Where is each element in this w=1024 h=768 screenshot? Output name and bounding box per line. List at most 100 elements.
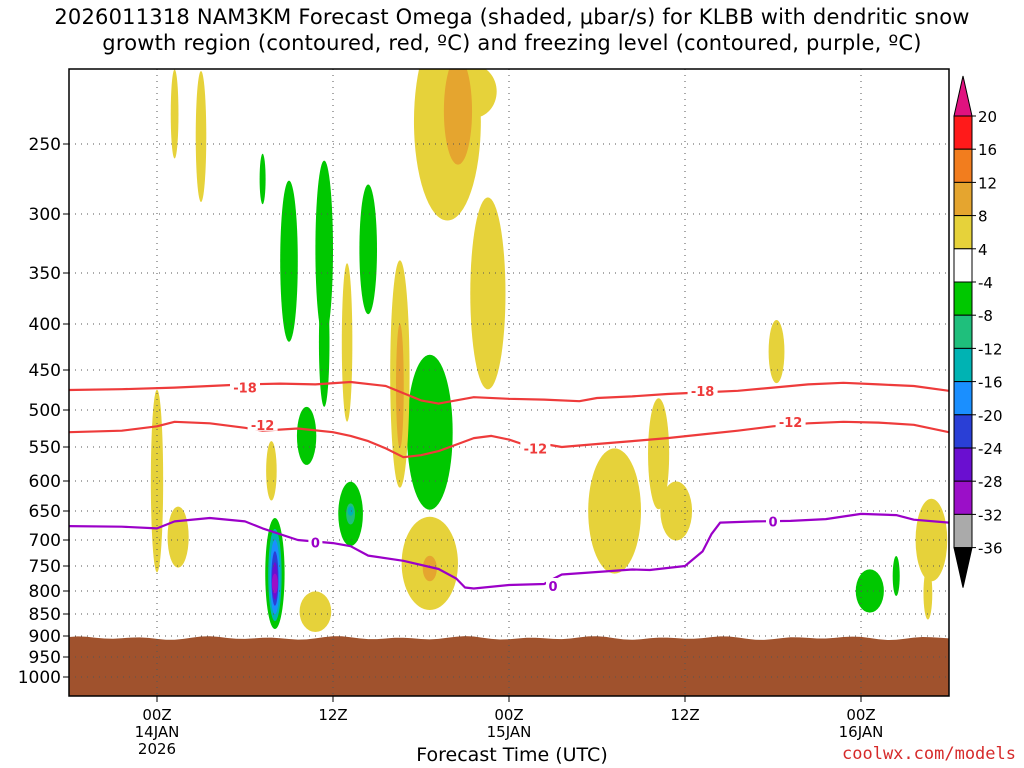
y-tick-label: 450 bbox=[29, 361, 61, 381]
omega-blob-downward-4-o bbox=[660, 481, 693, 541]
contour-label-bg bbox=[520, 440, 551, 455]
omega-blob-downward-4-b bbox=[195, 71, 207, 202]
chart-title-line-1: 2026011318 NAM3KM Forecast Omega (shaded… bbox=[54, 5, 970, 29]
contour-label-bg bbox=[308, 534, 323, 549]
colorbar-label: 4 bbox=[978, 241, 988, 259]
colorbar-swatch bbox=[953, 248, 973, 283]
y-tick-label: 550 bbox=[29, 438, 61, 458]
colorbar-label: -32 bbox=[978, 506, 1003, 524]
y-tick-label: 850 bbox=[29, 605, 61, 625]
x-tick-date: 16JAN bbox=[839, 723, 884, 741]
colorbar-label: -20 bbox=[978, 407, 1003, 425]
contour-label-bg bbox=[230, 379, 260, 394]
colorbar-label: -28 bbox=[978, 473, 1003, 491]
colorbar-label: -12 bbox=[978, 340, 1003, 358]
grid-lines bbox=[69, 69, 949, 696]
omega-blob-upward-4-d bbox=[318, 277, 330, 407]
x-tick-label: 00Z bbox=[494, 706, 523, 724]
y-tick-label: 700 bbox=[29, 531, 61, 551]
omega-blob-upward-12 bbox=[347, 506, 354, 516]
colorbar-label: -24 bbox=[978, 440, 1003, 458]
contour-label-freezing-level-0: 0 bbox=[548, 580, 557, 595]
y-tick-label: 1000 bbox=[18, 668, 61, 688]
contour-label-dgz-minus12: -12 bbox=[251, 419, 275, 434]
colorbar-swatch bbox=[953, 381, 973, 416]
omega-blob-downward-8-c bbox=[422, 555, 437, 582]
omega-blob-downward-4-r bbox=[923, 567, 933, 620]
source-credit[interactable]: coolwx.com/models bbox=[842, 744, 1016, 764]
colorbar-label: 20 bbox=[978, 108, 997, 126]
colorbar-top-arrow bbox=[953, 75, 973, 117]
y-tick-label: 250 bbox=[29, 135, 61, 155]
contour-label-freezing-level-0: 0 bbox=[768, 515, 777, 530]
omega-blob-upward-4-b bbox=[259, 153, 266, 205]
ground-layer bbox=[69, 636, 949, 696]
omega-blob-upward-28-core bbox=[271, 573, 278, 594]
colorbar-label: -8 bbox=[978, 307, 993, 325]
x-tick-date: 15JAN bbox=[487, 723, 532, 741]
colorbar-label: 8 bbox=[978, 208, 988, 226]
omega-blob-upward-4-f bbox=[296, 406, 317, 465]
y-tick-label: 900 bbox=[29, 627, 61, 647]
x-tick-year: 2026 bbox=[138, 740, 176, 758]
ground-below-surface bbox=[69, 636, 949, 696]
colorbar-swatch bbox=[953, 181, 973, 217]
y-tick-label: 950 bbox=[29, 648, 61, 668]
omega-shading bbox=[150, 69, 948, 632]
omega-blob-upward-4-i bbox=[855, 569, 884, 613]
omega-blob-upward-4-c bbox=[315, 160, 334, 339]
colorbar-label: -16 bbox=[978, 374, 1003, 392]
omega-blob-downward-4-a bbox=[170, 69, 179, 159]
colorbar-swatch bbox=[953, 314, 973, 349]
contour-label-bg bbox=[766, 513, 780, 528]
contour-label-dgz-minus12: -12 bbox=[779, 416, 803, 431]
colorbar-swatch bbox=[953, 414, 973, 449]
omega-blob-downward-8-b bbox=[396, 323, 404, 449]
omega-blob-downward-4-q bbox=[915, 498, 948, 582]
colorbar-swatch bbox=[953, 513, 973, 549]
y-tick-label: 750 bbox=[29, 557, 61, 577]
contour-label-bg bbox=[546, 578, 560, 592]
colorbar-label: 12 bbox=[978, 174, 997, 192]
colorbar-swatch bbox=[953, 447, 973, 482]
omega-blob-upward-4-h bbox=[406, 354, 453, 510]
y-tick-label: 350 bbox=[29, 264, 61, 284]
colorbar-swatch bbox=[953, 115, 973, 150]
colorbar-label: 16 bbox=[978, 141, 997, 159]
contour-label-dgz-minus12: -12 bbox=[524, 442, 548, 457]
colorbar-label: -4 bbox=[978, 274, 993, 292]
omega-blob-downward-4-m bbox=[588, 448, 641, 574]
colorbar-swatch bbox=[953, 480, 973, 515]
y-tick-label: 300 bbox=[29, 205, 61, 225]
contour-label-bg bbox=[687, 382, 718, 397]
y-tick-label: 400 bbox=[29, 315, 61, 335]
y-axis: 2503003504004505005506006507007508008509… bbox=[18, 135, 69, 688]
x-tick-date: 14JAN bbox=[135, 723, 180, 741]
omega-blob-upward-4-e bbox=[359, 184, 378, 315]
contour-label-bg bbox=[775, 413, 806, 428]
contour-lines: -18 -18 -12 -12 -12 0 0 0 bbox=[69, 379, 949, 595]
contour-label-dgz-minus18: -18 bbox=[691, 385, 715, 400]
colorbar: 20 16 12 8 4 -4 -8 -12 -16 -20 -24 -28 -32 -36 bbox=[953, 75, 1003, 588]
y-tick-label: 650 bbox=[29, 502, 61, 522]
y-tick-label: 500 bbox=[29, 401, 61, 421]
omega-blob-upward-4-j bbox=[892, 556, 900, 596]
y-tick-label: 800 bbox=[29, 582, 61, 602]
chart-title-line-2: growth region (contoured, red, ºC) and f… bbox=[102, 31, 922, 55]
contour-label-bg bbox=[247, 416, 278, 431]
omega-blob-downward-4-j bbox=[266, 441, 277, 501]
omega-blob-downward-4-f bbox=[470, 197, 506, 390]
colorbar-swatch bbox=[953, 347, 973, 383]
colorbar-label: -36 bbox=[978, 540, 1003, 558]
omega-blob-upward-4-a bbox=[280, 180, 298, 342]
colorbar-swatch bbox=[953, 215, 973, 250]
omega-blob-downward-4-k bbox=[299, 591, 332, 632]
x-tick-label: 12Z bbox=[670, 706, 699, 724]
contour-label-dgz-minus18: -18 bbox=[233, 382, 257, 397]
colorbar-bottom-arrow bbox=[953, 547, 973, 588]
colorbar-swatch bbox=[953, 281, 973, 316]
x-tick-label: 12Z bbox=[318, 706, 347, 724]
omega-blob-downward-4-d bbox=[167, 506, 189, 568]
